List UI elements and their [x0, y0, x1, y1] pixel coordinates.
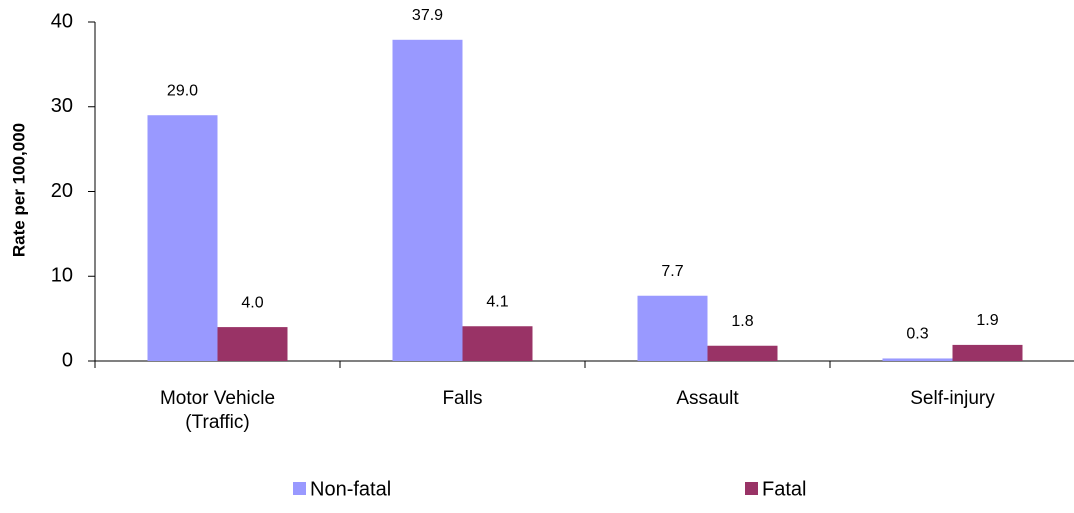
- legend-swatch: [745, 482, 758, 495]
- x-tick-label: Assault: [676, 388, 739, 409]
- bar: [147, 115, 218, 361]
- legend-swatch: [293, 482, 306, 495]
- y-axis-label: Rate per 100,000: [9, 123, 28, 257]
- legend-label: Non-fatal: [310, 478, 391, 500]
- value-label: 4.0: [241, 294, 263, 311]
- bar: [952, 344, 1023, 361]
- y-tick-label: 40: [51, 10, 73, 32]
- value-label: 37.9: [412, 7, 443, 24]
- value-label: 1.9: [976, 312, 998, 329]
- x-tick-label: Self-injury: [910, 388, 995, 409]
- x-tick-label: Motor Vehicle (Traffic): [159, 388, 276, 433]
- x-tick-label: Falls: [442, 388, 483, 409]
- bar: [637, 295, 708, 361]
- bar: [882, 358, 953, 361]
- bar: [707, 345, 778, 361]
- y-tick-label: 20: [51, 180, 73, 202]
- value-label: 4.1: [486, 293, 508, 310]
- value-label: 29.0: [167, 82, 198, 99]
- y-tick-label: 0: [62, 349, 73, 371]
- bar: [217, 327, 288, 361]
- y-tick-label: 10: [51, 265, 73, 287]
- value-label: 0.3: [906, 326, 928, 343]
- value-label: 1.8: [731, 313, 753, 330]
- bar: [462, 326, 533, 361]
- y-tick-label: 30: [51, 95, 73, 117]
- value-label: 7.7: [661, 263, 683, 280]
- bar: [392, 39, 463, 362]
- legend-label: Fatal: [762, 478, 806, 500]
